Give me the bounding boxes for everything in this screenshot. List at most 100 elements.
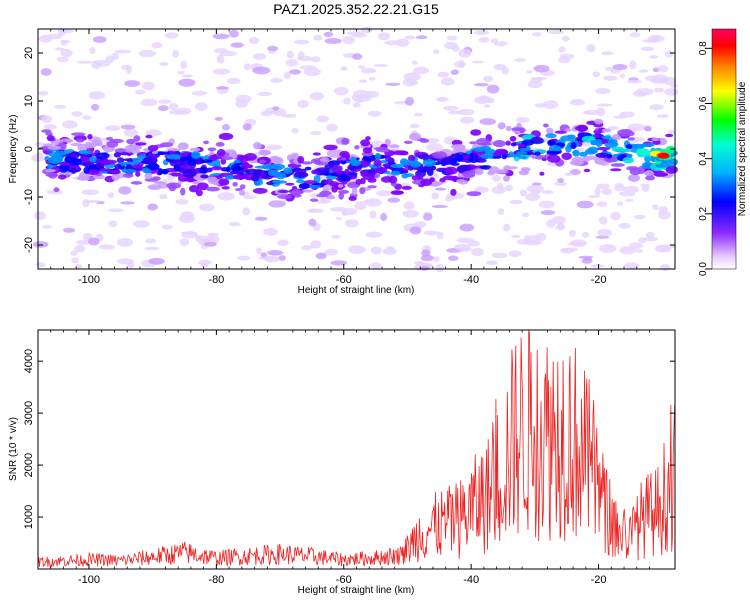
colorbar-tick-label: 0.4 (698, 151, 709, 165)
heatmap-cell (89, 156, 97, 163)
heatmap-cell (423, 230, 439, 236)
heatmap-cell (409, 226, 422, 235)
heatmap-cell (649, 104, 664, 111)
heatmap-cell (558, 56, 571, 64)
heatmap-cell (205, 186, 220, 192)
heatmap-cell (382, 163, 390, 167)
heatmap-cell (312, 152, 321, 156)
heatmap-cell (177, 70, 185, 75)
heatmap-cell (534, 151, 541, 156)
heatmap-cell (389, 144, 400, 148)
heatmap-cell (478, 37, 490, 43)
heatmap-cell (252, 66, 271, 75)
y-tick-label: -10 (23, 189, 35, 205)
heatmap-cell (603, 75, 618, 81)
heatmap-cell (621, 148, 632, 153)
heatmap-cell (443, 105, 459, 111)
colorbar-gradient (711, 28, 737, 270)
spectrogram-ylabel: Frequency (Hz) (8, 115, 19, 184)
heatmap-cell (142, 81, 155, 91)
heatmap-cell (58, 28, 66, 36)
heatmap-cell (107, 208, 125, 213)
heatmap-cell (217, 149, 226, 157)
heatmap-cell (373, 167, 388, 174)
heatmap-cell (508, 250, 522, 257)
heatmap-cell (191, 90, 208, 96)
heatmap-cell (294, 39, 310, 45)
heatmap-cell (560, 135, 575, 142)
heatmap-cell (60, 39, 71, 44)
heatmap-cell (85, 199, 102, 204)
heatmap-cell (360, 139, 371, 147)
heatmap-cell (343, 97, 351, 105)
heatmap-cell (359, 187, 366, 195)
heatmap-cell (353, 89, 370, 99)
heatmap-cell (611, 146, 624, 152)
heatmap-cell (145, 238, 157, 244)
heatmap-cell (493, 41, 508, 47)
heatmap-cell (297, 100, 310, 108)
heatmap-cell (225, 166, 231, 173)
heatmap-cell (354, 201, 367, 211)
heatmap-cell (651, 79, 668, 84)
heatmap-cell (365, 136, 371, 141)
heatmap-cell (426, 143, 443, 152)
heatmap-cell (235, 99, 248, 108)
heatmap-cell (450, 69, 459, 75)
colorbar-tick-label: 0.6 (698, 96, 709, 110)
heatmap-cell (501, 155, 507, 160)
heatmap-cell (237, 255, 251, 261)
heatmap-cell (609, 168, 622, 172)
heatmap-cell (486, 260, 498, 266)
heatmap-cell (212, 68, 231, 75)
heatmap-cell (225, 175, 236, 180)
heatmap-cell (161, 224, 173, 230)
heatmap-cell (41, 115, 53, 123)
heatmap-cell (177, 142, 189, 150)
heatmap-cell (181, 74, 194, 78)
heatmap-cell (402, 210, 420, 218)
x-tick-label: -20 (591, 274, 607, 286)
heatmap-cell (189, 147, 201, 152)
heatmap-cell (159, 194, 168, 200)
heatmap-cell (409, 160, 422, 168)
heatmap-cell (194, 102, 208, 111)
heatmap-cell (548, 145, 562, 153)
heatmap-cell (180, 60, 188, 69)
heatmap-cell (277, 189, 289, 194)
heatmap-cell (632, 143, 646, 149)
heatmap-cell (409, 80, 419, 85)
heatmap-cell (147, 145, 159, 152)
heatmap-cell (479, 118, 497, 126)
heatmap-cell (495, 148, 508, 153)
heatmap-cell (71, 159, 83, 165)
heatmap-cell (266, 181, 275, 186)
heatmap-cell (316, 193, 329, 198)
heatmap-cell (492, 174, 501, 182)
heatmap-cell (357, 65, 366, 69)
heatmap-cell (664, 88, 679, 96)
heatmap-cell (93, 174, 105, 180)
heatmap-cell (297, 51, 305, 60)
heatmap-cell (233, 174, 247, 180)
heatmap-cell (123, 173, 134, 178)
heatmap-cell (124, 80, 141, 87)
heatmap-cell (380, 176, 393, 183)
heatmap-cell (259, 159, 267, 164)
heatmap-cell (99, 168, 112, 172)
y-tick-label: 10 (23, 95, 35, 107)
heatmap-cell (448, 255, 459, 261)
heatmap-cell (324, 248, 339, 256)
heatmap-cell (114, 163, 122, 170)
heatmap-cell (456, 166, 466, 173)
heatmap-cell (88, 91, 106, 100)
heatmap-cell (469, 141, 478, 145)
heatmap-cell (448, 110, 463, 115)
heatmap-cell (145, 129, 162, 137)
heatmap-cell (53, 187, 60, 193)
heatmap-cell (214, 116, 223, 121)
heatmap-cell (263, 227, 278, 236)
heatmap-cell (385, 82, 401, 86)
heatmap-cell (360, 68, 377, 74)
heatmap-cell (166, 154, 182, 160)
